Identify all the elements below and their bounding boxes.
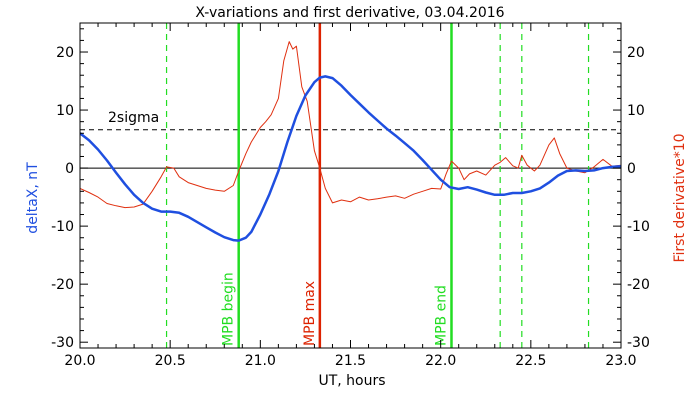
x-tick-label-6: 23.0 <box>605 353 636 369</box>
y-tick-label-right-0: -30 <box>627 335 650 351</box>
x-tick-label-4: 22.0 <box>425 353 456 369</box>
y-tick-label-right-2: -10 <box>627 219 650 235</box>
series-group <box>80 41 621 242</box>
y-tick-label-right-1: -20 <box>627 277 650 293</box>
vline-label-2: MPB end <box>433 285 449 346</box>
y-axis-label-right: First derivative*10 <box>672 133 688 262</box>
series-line-0 <box>80 75 621 242</box>
plot-layer: 2sigma MPB begin MPB max MPB end 20.0 20.5 21.… <box>51 22 650 369</box>
x-tick-label-1: 20.5 <box>155 353 186 369</box>
y-tick-label-left-0: -30 <box>51 335 74 351</box>
y-tick-label-left-1: -20 <box>51 277 74 293</box>
y-axis-label-left: deltaX, nT <box>25 162 41 234</box>
y-tick-label-right-3: 0 <box>627 161 636 177</box>
x-tick-label-2: 21.0 <box>245 353 276 369</box>
chart-title: X-variations and first derivative, 03.04… <box>195 5 504 21</box>
x-tick-label-3: 21.5 <box>335 353 366 369</box>
y-tick-label-left-5: 20 <box>56 45 74 61</box>
plot-frame <box>79 22 622 349</box>
y-tick-label-left-2: -10 <box>51 219 74 235</box>
vline-label-1: MPB max <box>302 281 318 346</box>
y-tick-label-right-5: 20 <box>627 45 645 61</box>
series-line-1 <box>80 41 621 209</box>
y-tick-label-left-4: 10 <box>56 103 74 119</box>
y-tick-label-right-4: 10 <box>627 103 645 119</box>
threshold-label: 2sigma <box>108 110 159 126</box>
vline-label-0: MPB begin <box>221 272 237 346</box>
y-tick-label-left-3: 0 <box>65 161 74 177</box>
x-tick-label-5: 22.5 <box>515 353 546 369</box>
x-axis-label: UT, hours <box>318 373 385 389</box>
x-tick-label-0: 20.0 <box>64 353 95 369</box>
